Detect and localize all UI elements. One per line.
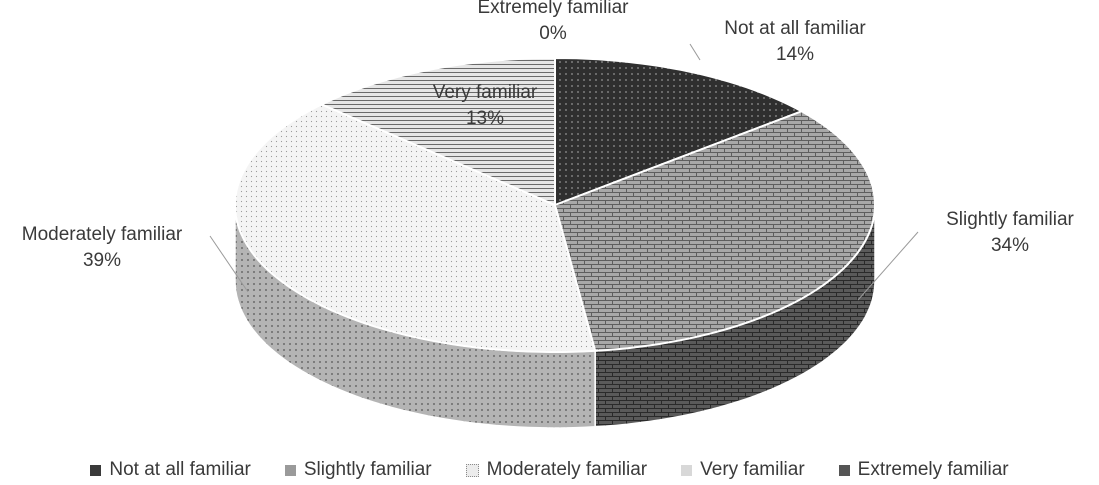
legend-swatch xyxy=(90,464,102,476)
pie-slice-not-at-all-familiar xyxy=(554,56,805,207)
data-label-value: 34% xyxy=(991,235,1029,256)
legend-item-slightly-familiar: Slightly familiar xyxy=(284,459,432,481)
legend-swatch xyxy=(681,464,693,476)
data-label-category: Very familiar xyxy=(433,82,538,103)
legend-swatch xyxy=(284,464,296,476)
legend-item-not-at-all-familiar: Not at all familiar xyxy=(90,459,251,481)
data-label-value: 13% xyxy=(466,108,504,129)
data-label-category: Extremely familiar xyxy=(478,0,630,18)
data-label-category: Moderately familiar xyxy=(22,224,183,245)
legend-label: Slightly familiar xyxy=(303,459,432,480)
data-label-category: Slightly familiar xyxy=(946,209,1074,230)
legend-swatch xyxy=(465,463,479,477)
legend-swatch xyxy=(838,464,850,476)
legend-item-extremely-familiar: Extremely familiar xyxy=(838,459,1009,481)
leader-line-not-at-all-familiar xyxy=(689,43,701,61)
legend-item-very-familiar: Very familiar xyxy=(681,459,805,481)
legend-label: Moderately familiar xyxy=(486,459,648,480)
data-label-value: 0% xyxy=(539,23,567,44)
data-label-value: 39% xyxy=(83,250,121,271)
legend: Not at all familiar Slightly familiar Mode… xyxy=(0,456,1099,484)
leader-line-moderately-familiar xyxy=(209,235,249,293)
legend-item-moderately-familiar: Moderately familiar xyxy=(465,459,648,481)
pie-slice-very-familiar xyxy=(319,56,556,207)
legend-label: Very familiar xyxy=(700,459,805,480)
legend-label: Extremely familiar xyxy=(857,459,1009,480)
pie-slice-slightly-familiar xyxy=(553,110,877,352)
data-label-value: 14% xyxy=(776,44,814,65)
pie-slice-moderately-familiar xyxy=(233,103,597,353)
legend-label: Not at all familiar xyxy=(109,459,251,480)
data-label-category: Not at all familiar xyxy=(724,18,866,39)
pie-chart: Not at all familiar 14% Slightly familiar 3… xyxy=(22,0,1075,429)
leader-line-slightly-familiar xyxy=(857,231,919,301)
